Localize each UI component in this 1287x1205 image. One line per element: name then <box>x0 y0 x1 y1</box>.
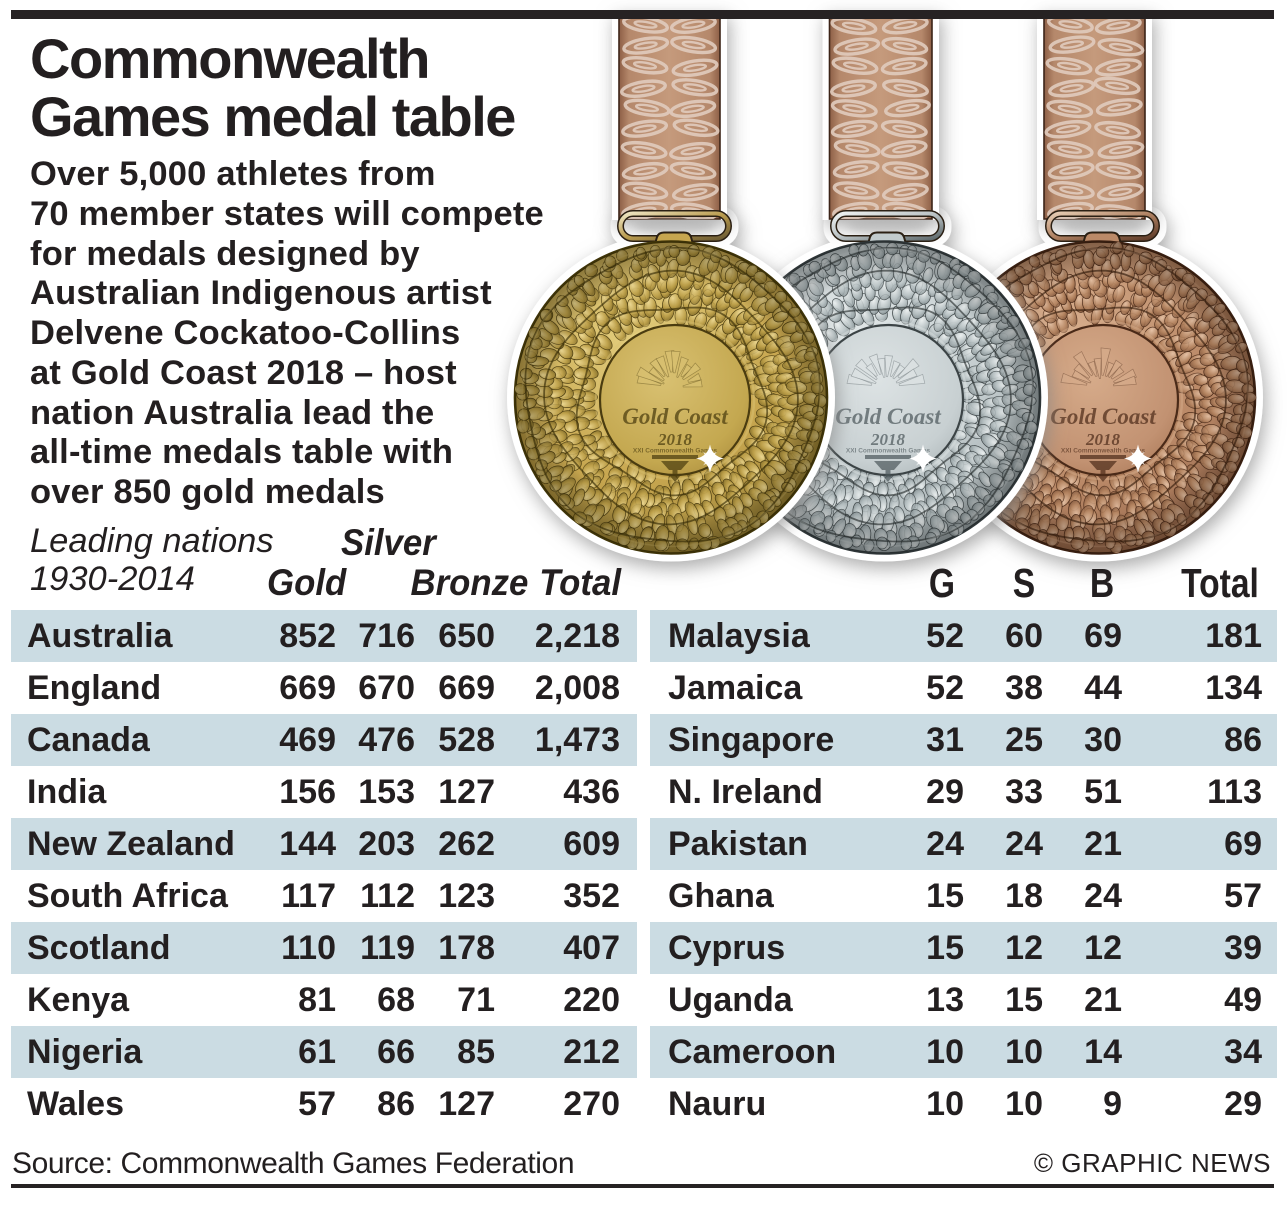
svg-text:Gold Coast: Gold Coast <box>835 404 941 429</box>
svg-text:2018: 2018 <box>870 430 906 449</box>
svg-text:Gold Coast: Gold Coast <box>622 404 728 429</box>
svg-text:2018: 2018 <box>657 430 693 449</box>
svg-text:XXI Commonwealth Games: XXI Commonwealth Games <box>846 448 931 455</box>
svg-text:XXI Commonwealth Games: XXI Commonwealth Games <box>633 448 718 455</box>
svg-text:Gold Coast: Gold Coast <box>1050 404 1156 429</box>
svg-text:2018: 2018 <box>1085 430 1121 449</box>
svg-text:XXI Commonwealth Games: XXI Commonwealth Games <box>1061 448 1146 455</box>
